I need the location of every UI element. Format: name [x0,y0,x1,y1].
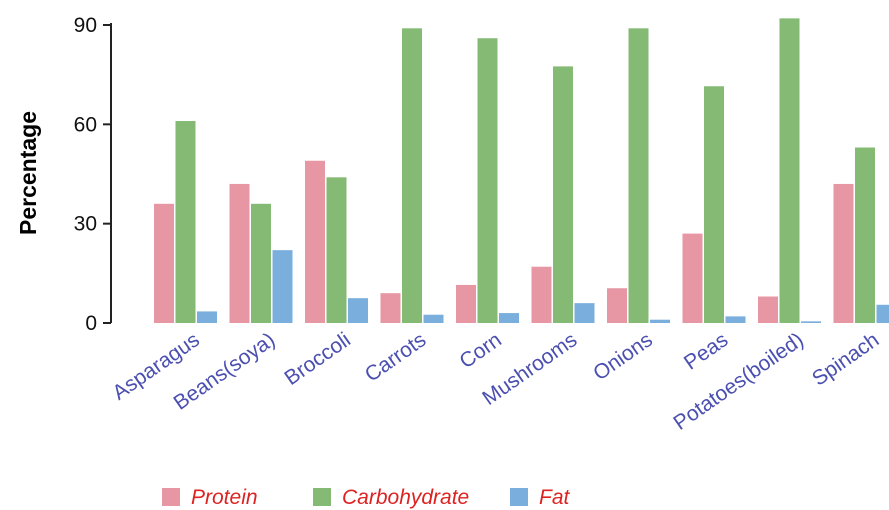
bar-carbohydrate-potatoes-boiled- [779,18,800,323]
y-tick-label: 60 [74,113,97,136]
bar-fat-corn [499,313,519,323]
bar-carbohydrate-carrots [402,28,422,324]
bar-protein-mushrooms [531,266,552,323]
legend-label-carbohydrate: Carbohydrate [342,486,469,509]
y-axis: 0 30 60 90 [74,14,112,335]
x-tick-label: Broccoli [280,328,354,390]
bar-fat-broccoli [348,298,368,323]
y-tick-label: 90 [74,14,97,37]
bar-protein-potatoes-boiled- [758,296,778,323]
bar-protein-peas [682,233,703,323]
legend-swatch-fat [510,488,528,506]
bar-fat-onions [650,319,670,323]
x-tick-label: Carrots [361,328,431,386]
bar-fat-potatoes-boiled- [801,321,821,323]
legend-swatch-carbohydrate [313,488,331,506]
bar-fat-asparagus [197,311,217,323]
legend-label-fat: Fat [539,486,571,509]
x-tick-label: Spinach [808,328,883,390]
bar-carbohydrate-corn [477,38,498,323]
bar-carbohydrate-peas [704,86,724,323]
bar-protein-carrots [380,293,401,323]
x-tick-label: Potatoes(boiled) [669,328,807,435]
bar-protein-corn [456,284,476,323]
bar-fat-carrots [423,314,444,323]
bar-protein-beans-soya- [229,183,250,323]
y-tick-label: 0 [85,312,97,335]
bar-protein-asparagus [154,203,174,323]
y-axis-title: Percentage [15,111,41,235]
bar-protein-spinach [833,183,854,323]
legend: Protein Carbohydrate Fat [162,486,571,509]
bar-carbohydrate-asparagus [175,121,196,324]
bars-layer [154,18,889,324]
bar-carbohydrate-beans-soya- [251,203,271,323]
bar-fat-spinach [876,304,889,323]
bar-fat-beans-soya- [272,250,293,323]
bar-fat-mushrooms [574,303,595,323]
legend-swatch-protein [162,488,180,506]
bar-carbohydrate-broccoli [326,177,347,323]
bar-carbohydrate-mushrooms [553,66,573,323]
bar-carbohydrate-onions [628,28,649,324]
x-tick-label: Onions [589,328,657,385]
legend-label-protein: Protein [191,486,258,509]
bar-protein-broccoli [305,160,325,323]
x-tick-label: Corn [455,328,505,373]
bar-carbohydrate-spinach [855,147,875,323]
bar-fat-peas [725,316,746,323]
y-tick-label: 30 [74,213,97,236]
bar-protein-onions [607,288,627,323]
x-tick-label: Peas [680,328,732,374]
